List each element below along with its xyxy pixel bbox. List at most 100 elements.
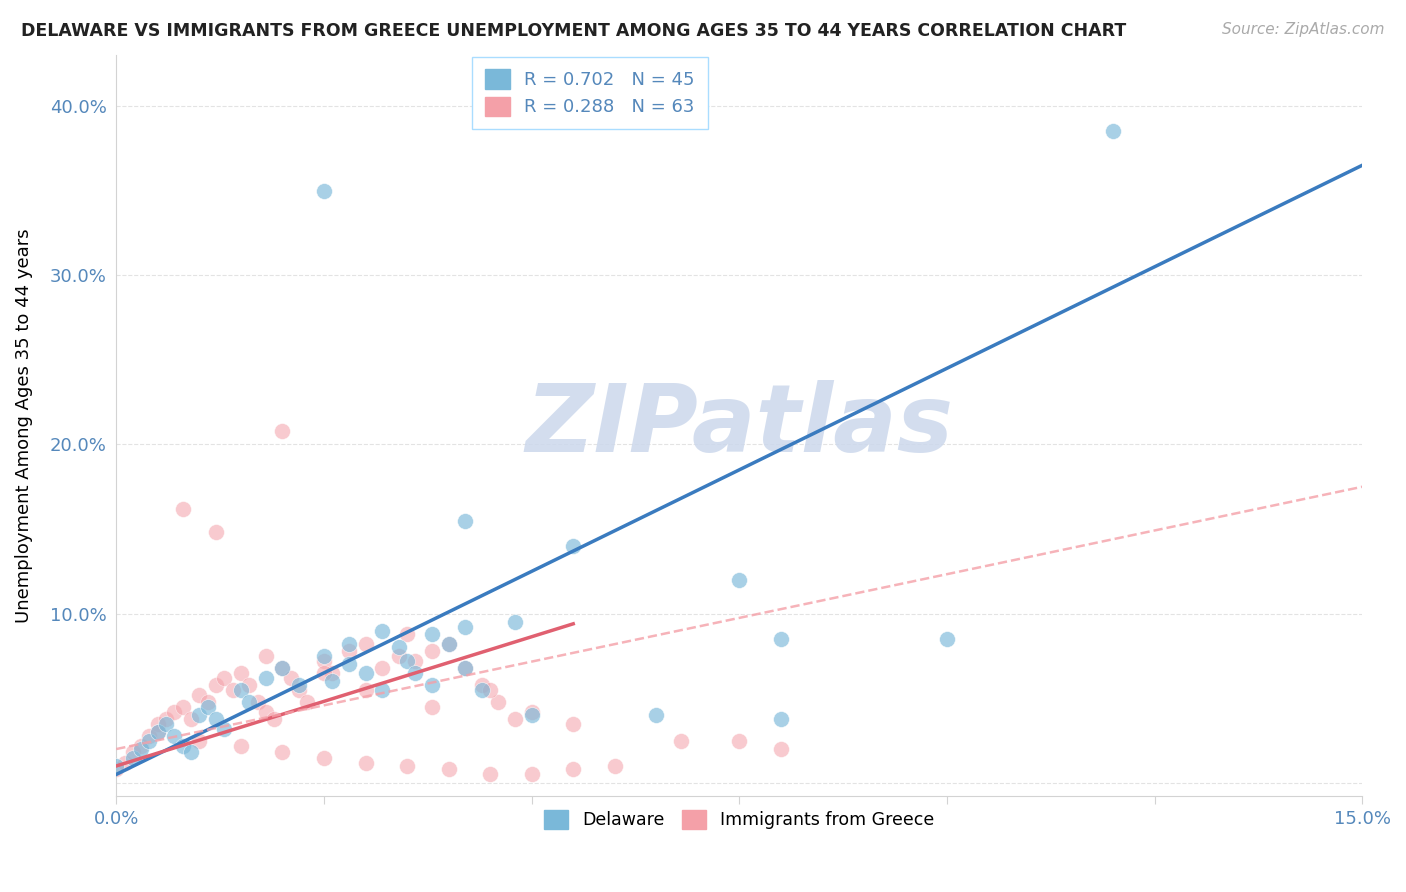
Point (312, 184, 335, 198)
Point (388, 640, 411, 655)
Point (172, 699, 194, 714)
Point (503, 712, 526, 726)
Point (420, 627, 443, 641)
Point (188, 688, 211, 702)
Point (197, 695, 219, 709)
Point (254, 671, 277, 685)
Point (404, 665, 426, 680)
Point (503, 615, 526, 629)
Point (263, 712, 285, 726)
Point (671, 733, 693, 747)
Point (396, 627, 419, 641)
Point (114, 756, 136, 770)
Point (354, 637, 377, 651)
Point (254, 705, 277, 719)
Point (769, 632, 792, 646)
Point (337, 657, 360, 672)
Text: ZIPatlas: ZIPatlas (526, 380, 953, 472)
Point (396, 654, 419, 668)
Point (454, 661, 477, 675)
Point (337, 637, 360, 651)
Point (146, 716, 169, 731)
Point (229, 665, 252, 680)
Point (312, 665, 335, 680)
Point (769, 712, 792, 726)
Point (180, 746, 202, 760)
Point (205, 712, 228, 726)
Point (603, 759, 626, 773)
Point (562, 539, 585, 553)
Point (371, 661, 394, 675)
Point (728, 573, 751, 587)
Point (138, 733, 160, 747)
Point (562, 716, 585, 731)
Point (138, 729, 160, 743)
Point (229, 682, 252, 697)
Point (105, 759, 128, 773)
Point (437, 763, 460, 777)
Point (420, 678, 443, 692)
Point (520, 767, 543, 781)
Point (129, 742, 152, 756)
Point (254, 648, 277, 663)
Point (471, 682, 494, 697)
Point (371, 682, 394, 697)
Point (288, 682, 311, 697)
Point (172, 501, 194, 516)
Point (769, 742, 792, 756)
Y-axis label: Unemployment Among Ages 35 to 44 years: Unemployment Among Ages 35 to 44 years (15, 228, 32, 624)
Point (271, 746, 294, 760)
Text: Source: ZipAtlas.com: Source: ZipAtlas.com (1222, 22, 1385, 37)
Point (155, 716, 177, 731)
Point (337, 644, 360, 658)
Point (354, 665, 377, 680)
Point (229, 739, 252, 753)
Point (205, 525, 228, 540)
Point (420, 644, 443, 658)
Point (197, 699, 219, 714)
Point (420, 699, 443, 714)
Point (271, 424, 294, 438)
Point (155, 712, 177, 726)
Point (163, 705, 186, 719)
Point (479, 767, 502, 781)
Point (936, 632, 959, 646)
Legend: Delaware, Immigrants from Greece: Delaware, Immigrants from Greece (537, 803, 942, 836)
Point (312, 654, 335, 668)
Point (396, 759, 419, 773)
Point (271, 661, 294, 675)
Point (371, 624, 394, 638)
Point (520, 708, 543, 723)
Point (437, 637, 460, 651)
Point (562, 763, 585, 777)
Point (214, 671, 236, 685)
Point (271, 661, 294, 675)
Point (180, 712, 202, 726)
Point (321, 665, 343, 680)
Point (122, 750, 145, 764)
Point (246, 695, 269, 709)
Point (238, 678, 260, 692)
Point (312, 750, 335, 764)
Point (520, 705, 543, 719)
Point (205, 678, 228, 692)
Point (354, 682, 377, 697)
Point (188, 733, 211, 747)
Point (728, 733, 751, 747)
Point (172, 739, 194, 753)
Point (471, 678, 494, 692)
Point (129, 739, 152, 753)
Point (297, 695, 319, 709)
Point (454, 661, 477, 675)
Point (238, 695, 260, 709)
Point (122, 746, 145, 760)
Point (312, 648, 335, 663)
Point (146, 725, 169, 739)
Point (454, 514, 477, 528)
Point (454, 620, 477, 634)
Point (321, 674, 343, 689)
Point (146, 725, 169, 739)
Point (437, 637, 460, 651)
Point (388, 648, 411, 663)
Point (280, 671, 302, 685)
